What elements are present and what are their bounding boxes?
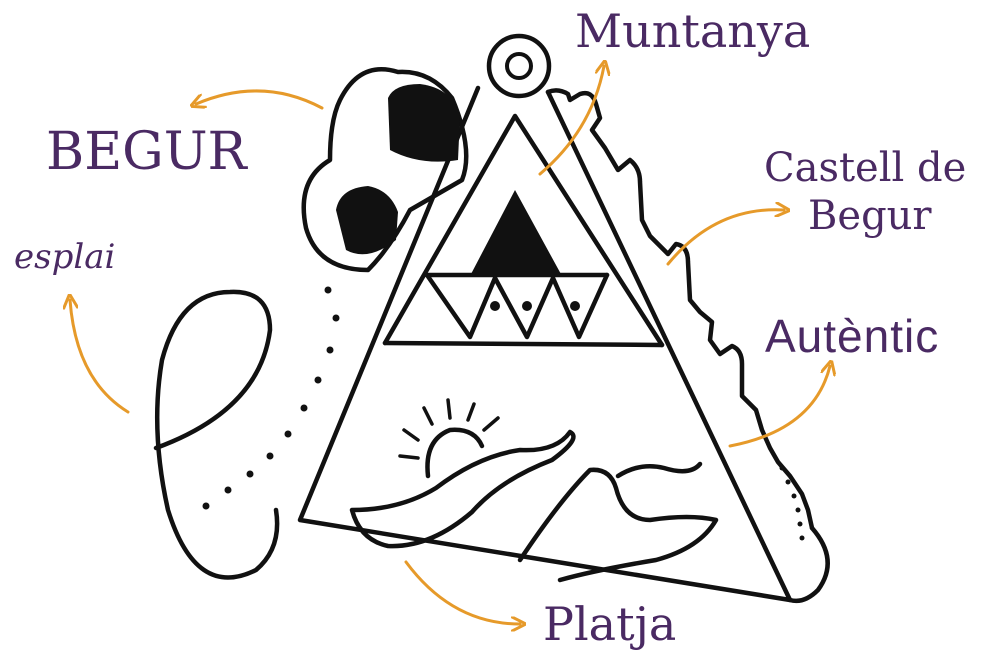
- zigzag-dot: [570, 301, 580, 311]
- dotted-trail-right: [779, 465, 805, 541]
- scallop-fill-bottom: [336, 186, 398, 255]
- sun-rays: [398, 398, 500, 460]
- label-castell-line2: Begur: [808, 193, 932, 239]
- scallop-fill-top: [388, 84, 460, 162]
- arrow-platja: [404, 560, 520, 624]
- label-begur: BEGUR: [46, 122, 247, 182]
- trail-dot: [266, 452, 274, 460]
- arrow-autentic: [728, 366, 830, 448]
- band-bottom: [382, 340, 665, 348]
- bottom-hook: [787, 525, 830, 604]
- arrow-muntanya: [538, 66, 604, 176]
- sun-arc: [425, 427, 485, 479]
- zigzag-band: [424, 272, 610, 340]
- trail-dot: [300, 404, 308, 412]
- trail-dot: [326, 346, 334, 354]
- label-esplai: esplai: [14, 237, 116, 277]
- castle-battlements: [545, 88, 815, 531]
- trail-dot: [202, 502, 210, 510]
- outer-a-triangle: [297, 85, 793, 603]
- trail-dot: [791, 493, 797, 499]
- inner-filled-triangle: [470, 190, 562, 276]
- trail-dot: [224, 486, 232, 494]
- trail-dot: [797, 521, 803, 527]
- label-platja: Platja: [543, 597, 677, 651]
- arrow-begur: [196, 89, 324, 110]
- trail-dot: [795, 507, 801, 513]
- wave-3: [615, 461, 703, 479]
- arrow-castell: [666, 210, 784, 266]
- trail-dot: [314, 376, 322, 384]
- trail-dot: [284, 430, 292, 438]
- arrow-esplai: [70, 300, 130, 414]
- zigzag-dot: [522, 301, 532, 311]
- inner-triangle: [382, 113, 665, 348]
- dotted-trail: [202, 286, 340, 510]
- trail-dot: [324, 286, 332, 294]
- trail-dot: [246, 470, 254, 478]
- label-castell-line1: Castell de: [764, 145, 967, 191]
- keyring-loop: [486, 33, 552, 99]
- wave-2: [517, 467, 719, 583]
- trail-dot: [799, 535, 805, 541]
- keyring-hole: [505, 52, 533, 80]
- trail-dot: [785, 479, 791, 485]
- trail-dot: [779, 465, 785, 471]
- label-muntanya: Muntanya: [575, 4, 811, 58]
- esplai-e-loop: [153, 289, 280, 580]
- trail-dot: [332, 314, 340, 322]
- wave-1: [349, 429, 576, 549]
- label-autentic: Autèntic: [765, 310, 940, 362]
- zigzag-dot: [490, 301, 500, 311]
